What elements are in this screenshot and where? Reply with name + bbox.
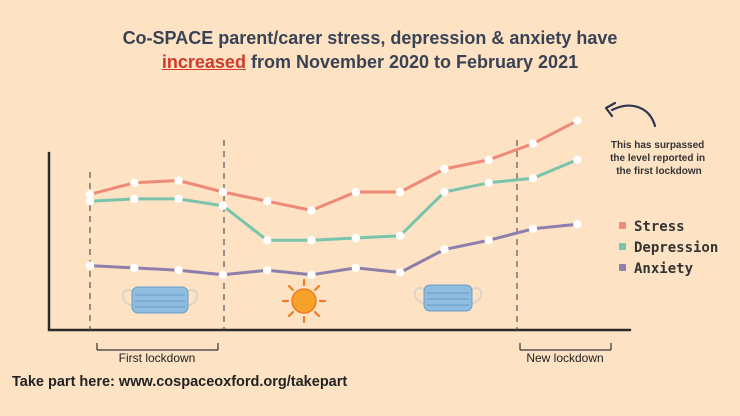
- data-point-stress: [395, 187, 405, 197]
- data-point-stress: [440, 164, 449, 174]
- face-mask-icon: [413, 284, 483, 312]
- data-point-stress: [174, 176, 183, 185]
- data-point-depression: [573, 155, 582, 164]
- data-point-depression: [351, 233, 360, 243]
- data-point-stress: [130, 178, 139, 187]
- data-point-depression: [218, 201, 228, 210]
- data-point-anxiety: [573, 220, 582, 229]
- legend-label-stress: Stress: [634, 219, 685, 235]
- data-point-anxiety: [484, 236, 493, 245]
- new-lockdown-label: New lockdown: [526, 351, 603, 365]
- take-part-link[interactable]: Take part here: www.cospaceoxford.org/ta…: [12, 374, 348, 390]
- title-line-2: increased from November 2020 to February…: [0, 50, 740, 74]
- face-mask-icon: [121, 286, 199, 314]
- data-point-anxiety: [85, 261, 95, 270]
- annotation-arrow: [610, 104, 657, 128]
- data-point-anxiety: [174, 266, 183, 275]
- data-point-stress: [85, 190, 95, 199]
- first-lockdown-bracket: [96, 343, 219, 351]
- data-point-depression: [263, 236, 272, 245]
- data-point-depression: [528, 174, 538, 183]
- data-point-anxiety: [528, 224, 538, 233]
- annotation-line-1: This has surpassed: [611, 140, 704, 151]
- data-point-anxiety: [395, 268, 405, 277]
- data-point-stress: [307, 206, 316, 215]
- first-lockdown-label: First lockdown: [119, 351, 196, 365]
- annotation-line-3: the first lockdown: [616, 166, 702, 177]
- data-point-stress: [218, 187, 228, 197]
- data-point-anxiety: [351, 263, 360, 273]
- legend-label-anxiety: Anxiety: [634, 261, 694, 277]
- chart-axes: [47, 151, 632, 332]
- title-line-1: Co-SPACE parent/carer stress, depression…: [122, 28, 618, 48]
- data-point-anxiety: [218, 270, 228, 279]
- data-point-depression: [440, 187, 449, 197]
- data-point-depression: [85, 197, 95, 206]
- annotation-arrowhead: [604, 101, 617, 118]
- new-lockdown-bracket: [519, 343, 612, 351]
- series-line-depression: [88, 158, 579, 242]
- data-point-depression: [130, 194, 139, 204]
- data-point-depression: [395, 231, 405, 240]
- series-layer: [85, 116, 582, 279]
- chart-legend: Stress Depression Anxiety: [619, 219, 718, 277]
- data-point-anxiety: [263, 266, 272, 275]
- legend-swatch-anxiety: [619, 264, 626, 271]
- chart-title: Co-SPACE parent/carer stress, depression…: [0, 26, 740, 74]
- data-point-depression: [174, 194, 183, 204]
- data-point-anxiety: [440, 245, 449, 254]
- title-line-2-rest: from November 2020 to February 2021: [245, 52, 579, 72]
- annotation-text: This has surpassed the level reported in…: [610, 140, 708, 177]
- data-point-stress: [263, 197, 272, 206]
- series-line-stress: [88, 119, 579, 212]
- data-point-stress: [484, 155, 493, 164]
- data-point-stress: [351, 187, 360, 197]
- data-point-depression: [484, 178, 493, 187]
- data-point-anxiety: [307, 270, 316, 279]
- data-point-anxiety: [130, 263, 139, 273]
- data-point-stress: [528, 139, 538, 148]
- data-point-depression: [307, 236, 316, 245]
- data-point-stress: [573, 116, 582, 125]
- legend-swatch-depression: [619, 243, 626, 250]
- annotation-line-2: the level reported in: [610, 153, 705, 164]
- series-line-anxiety: [88, 222, 579, 277]
- legend-swatch-stress: [619, 222, 626, 229]
- legend-label-depression: Depression: [634, 240, 718, 256]
- sun-icon: [281, 278, 327, 324]
- title-highlight: increased: [161, 52, 246, 72]
